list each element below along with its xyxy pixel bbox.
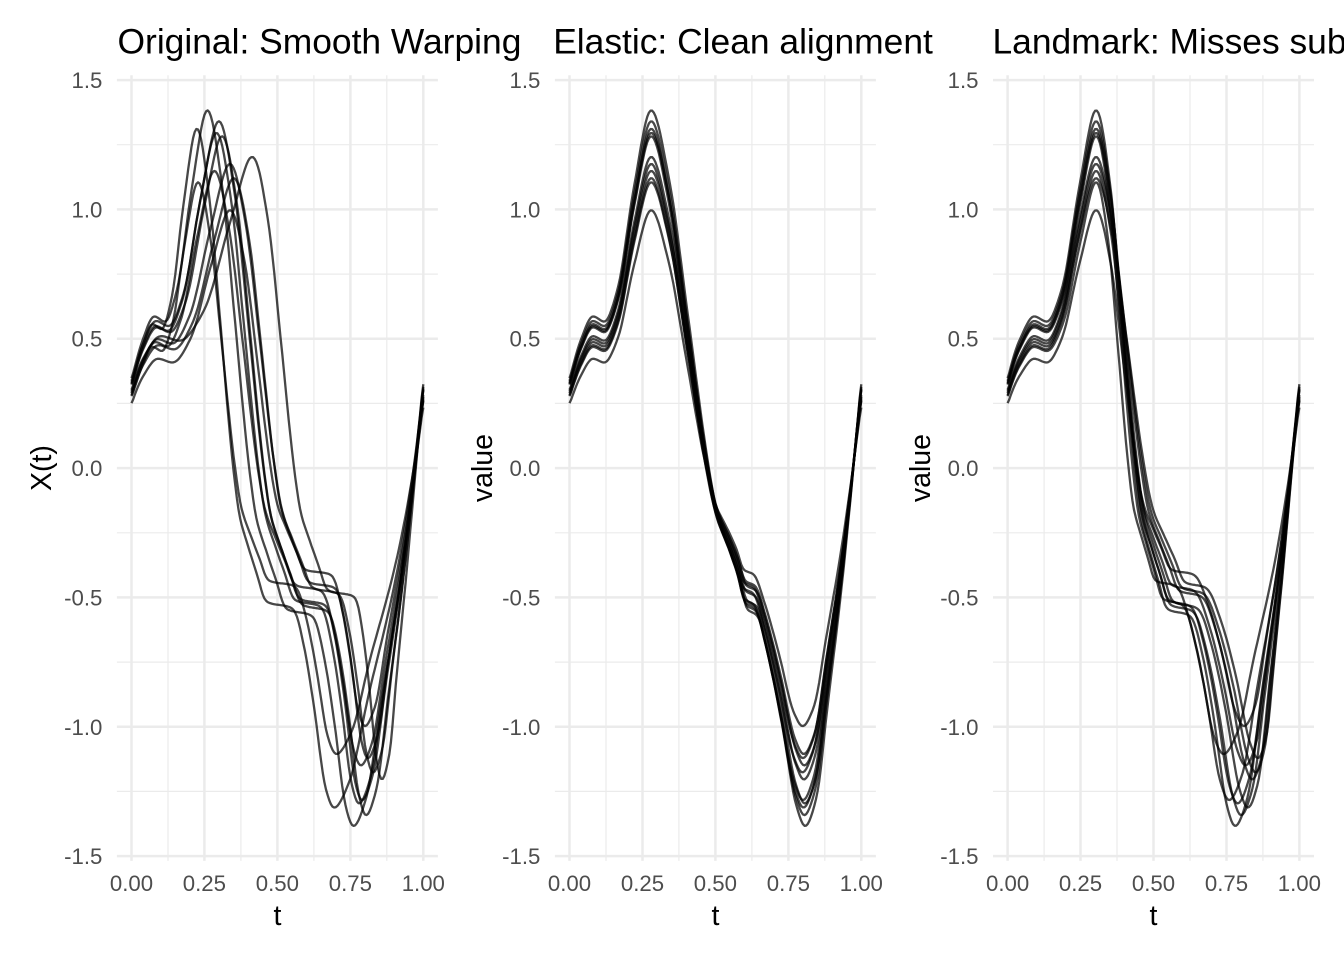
svg-text:X(t): X(t) bbox=[26, 445, 58, 491]
svg-text:0.25: 0.25 bbox=[183, 871, 226, 896]
svg-text:-0.5: -0.5 bbox=[502, 585, 540, 610]
svg-text:0.5: 0.5 bbox=[948, 327, 979, 352]
svg-text:t: t bbox=[1150, 900, 1158, 932]
svg-text:1.0: 1.0 bbox=[510, 197, 541, 222]
svg-text:value: value bbox=[905, 434, 937, 502]
svg-text:-0.5: -0.5 bbox=[64, 585, 102, 610]
svg-text:0.75: 0.75 bbox=[329, 871, 372, 896]
svg-text:0.75: 0.75 bbox=[767, 871, 810, 896]
svg-text:Elastic: Clean alignment: Elastic: Clean alignment bbox=[553, 22, 933, 62]
svg-text:-1.0: -1.0 bbox=[502, 715, 540, 740]
svg-text:1.5: 1.5 bbox=[72, 68, 103, 93]
svg-text:0.0: 0.0 bbox=[948, 456, 979, 481]
svg-text:0.75: 0.75 bbox=[1205, 871, 1248, 896]
svg-text:-1.5: -1.5 bbox=[502, 844, 540, 869]
svg-text:Landmark: Misses subtle featur: Landmark: Misses subtle features bbox=[993, 22, 1344, 62]
svg-text:1.00: 1.00 bbox=[840, 871, 883, 896]
svg-text:-1.5: -1.5 bbox=[940, 844, 978, 869]
svg-text:0.0: 0.0 bbox=[72, 456, 103, 481]
svg-text:0.50: 0.50 bbox=[256, 871, 299, 896]
svg-text:0.00: 0.00 bbox=[986, 871, 1029, 896]
svg-text:1.5: 1.5 bbox=[510, 68, 541, 93]
svg-text:t: t bbox=[711, 900, 719, 932]
svg-text:0.25: 0.25 bbox=[1059, 871, 1102, 896]
svg-text:0.0: 0.0 bbox=[510, 456, 541, 481]
svg-text:1.0: 1.0 bbox=[948, 197, 979, 222]
svg-text:0.50: 0.50 bbox=[1132, 871, 1175, 896]
svg-text:0.00: 0.00 bbox=[110, 871, 153, 896]
svg-text:0.50: 0.50 bbox=[694, 871, 737, 896]
svg-text:0.5: 0.5 bbox=[72, 327, 103, 352]
svg-text:0.00: 0.00 bbox=[548, 871, 591, 896]
svg-text:0.25: 0.25 bbox=[621, 871, 664, 896]
svg-text:1.0: 1.0 bbox=[72, 197, 103, 222]
svg-text:t: t bbox=[273, 900, 281, 932]
svg-text:-1.0: -1.0 bbox=[940, 715, 978, 740]
svg-text:-0.5: -0.5 bbox=[940, 585, 978, 610]
svg-text:1.5: 1.5 bbox=[948, 68, 979, 93]
svg-text:value: value bbox=[467, 434, 499, 502]
svg-text:-1.0: -1.0 bbox=[64, 715, 102, 740]
svg-text:-1.5: -1.5 bbox=[64, 844, 102, 869]
svg-text:1.00: 1.00 bbox=[1278, 871, 1321, 896]
svg-text:0.5: 0.5 bbox=[510, 327, 541, 352]
svg-text:1.00: 1.00 bbox=[402, 871, 445, 896]
svg-text:Original: Smooth Warping: Original: Smooth Warping bbox=[118, 22, 522, 62]
